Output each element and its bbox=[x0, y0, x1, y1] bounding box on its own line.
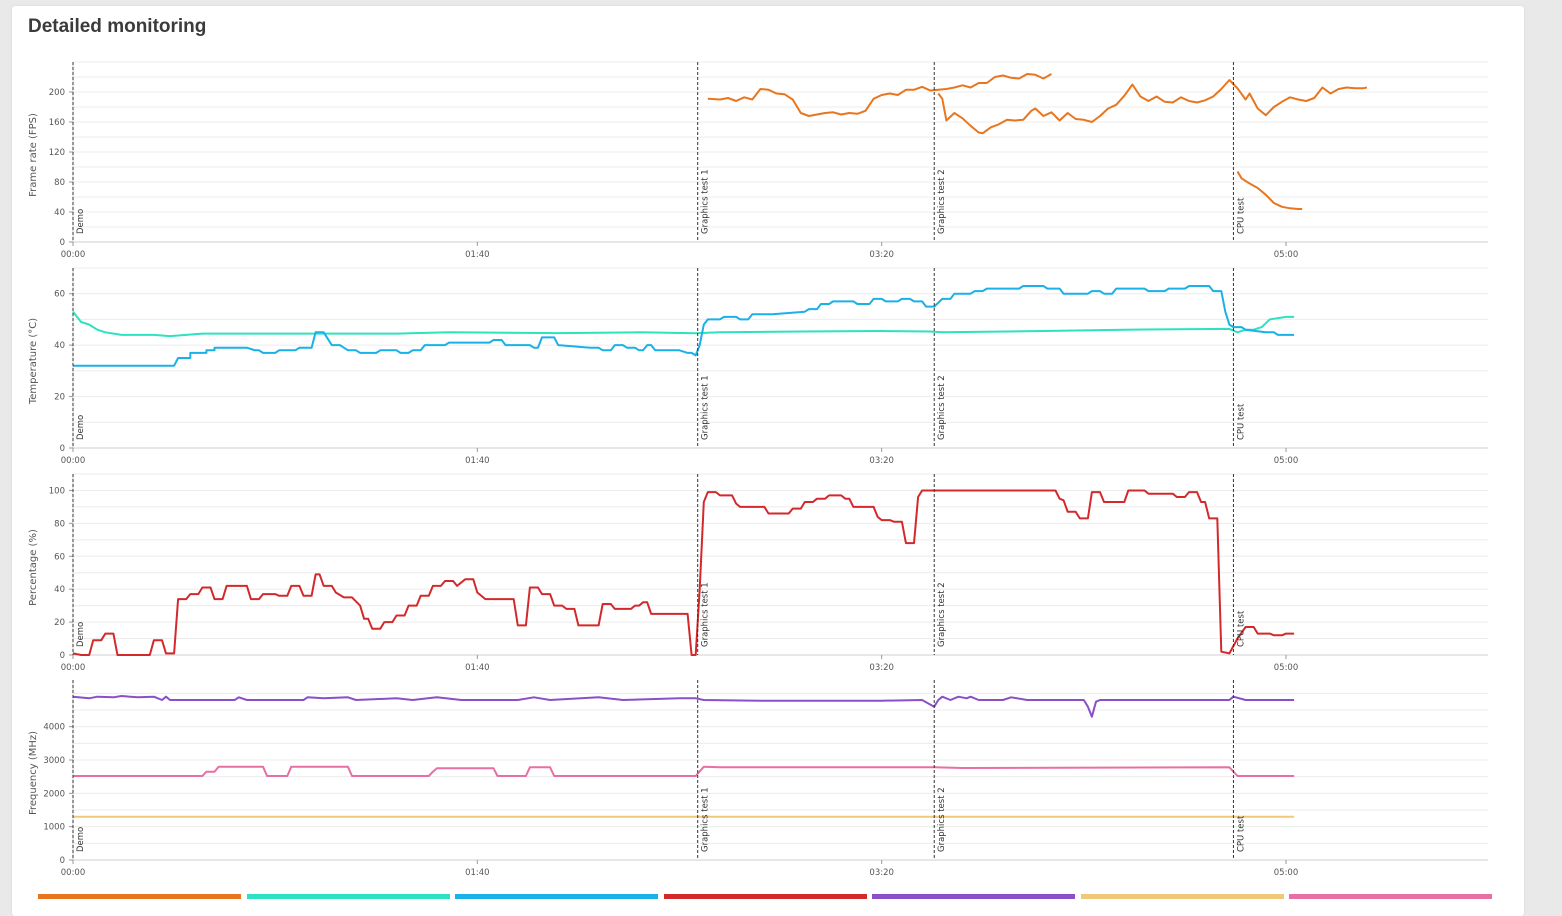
y-tick-label: 4000 bbox=[43, 723, 65, 733]
legend bbox=[0, 894, 1562, 904]
event-marker-label: Demo bbox=[76, 415, 86, 440]
y-tick-label: 0 bbox=[60, 856, 65, 866]
series-line-fps bbox=[1236, 170, 1303, 210]
x-tick-label: 01:40 bbox=[465, 456, 490, 466]
event-marker-label: CPU test bbox=[1236, 610, 1246, 647]
series-line-gpu_load bbox=[72, 489, 1295, 656]
y-tick-label: 160 bbox=[49, 118, 65, 128]
event-marker-label: Demo bbox=[76, 209, 86, 234]
x-tick-label: 03:20 bbox=[869, 663, 894, 673]
series-line-fps bbox=[707, 73, 1052, 117]
y-tick-label: 100 bbox=[49, 486, 65, 496]
y-tick-label: 60 bbox=[54, 290, 65, 300]
x-tick-label: 00:00 bbox=[61, 663, 86, 673]
x-tick-label: 03:20 bbox=[869, 456, 894, 466]
event-marker-label: Graphics test 2 bbox=[937, 582, 947, 647]
y-tick-label: 0 bbox=[60, 651, 65, 661]
x-tick-label: 03:20 bbox=[869, 868, 894, 878]
event-marker-label: CPU test bbox=[1236, 403, 1246, 440]
event-marker-label: Graphics test 1 bbox=[701, 169, 711, 234]
chart-panel-4: 0 1000 2000 3000 4000 00:00 01:40 03:20 05:00 Fre… bbox=[28, 680, 1488, 878]
y-tick-label: 1000 bbox=[43, 823, 65, 833]
x-tick-label: 05:00 bbox=[1274, 868, 1299, 878]
legend-bar-fps[interactable] bbox=[38, 894, 241, 899]
event-marker-label: Graphics test 1 bbox=[701, 375, 711, 440]
legend-bar-cpu_temp[interactable] bbox=[246, 894, 450, 899]
x-tick-label: 03:20 bbox=[869, 250, 894, 260]
y-tick-label: 200 bbox=[49, 88, 65, 98]
series-line-cpu_clock bbox=[72, 695, 1295, 718]
chart-panel-2: 0 20 40 60 00:00 01:40 03:20 05:00 Temperature (… bbox=[28, 267, 1488, 466]
series-line-gpu_clock bbox=[73, 765, 1295, 777]
y-tick-label: 2000 bbox=[43, 789, 65, 799]
y-tick-label: 0 bbox=[60, 238, 65, 248]
y-axis-label: Frame rate (FPS) bbox=[28, 113, 39, 197]
y-tick-label: 120 bbox=[49, 148, 65, 158]
monitoring-card: Detailed monitoring bbox=[12, 6, 1524, 916]
y-tick-label: 60 bbox=[54, 552, 65, 562]
y-tick-label: 0 bbox=[60, 444, 65, 454]
x-tick-label: 01:40 bbox=[465, 663, 490, 673]
legend-bar-cpu_clock[interactable] bbox=[872, 894, 1075, 899]
event-marker-label: Graphics test 1 bbox=[701, 787, 711, 852]
legend-bar-memory_clock[interactable] bbox=[1080, 894, 1284, 899]
y-axis-label: Temperature (°C) bbox=[28, 318, 39, 405]
x-tick-label: 00:00 bbox=[61, 456, 86, 466]
event-marker-label: Graphics test 1 bbox=[701, 582, 711, 647]
series-line-gpu_temp bbox=[73, 285, 1295, 367]
event-marker-label: Demo bbox=[76, 827, 86, 852]
y-tick-label: 40 bbox=[54, 341, 65, 351]
y-tick-label: 80 bbox=[54, 178, 65, 188]
chart-panel-3: 0 20 40 60 80 100 00:00 01:40 03:20 05:00 Percenta… bbox=[28, 473, 1488, 673]
x-tick-label: 01:40 bbox=[465, 868, 490, 878]
legend-bar-gpu_temp[interactable] bbox=[455, 894, 658, 899]
x-tick-label: 05:00 bbox=[1274, 250, 1299, 260]
y-tick-label: 20 bbox=[54, 618, 65, 628]
x-tick-label: 05:00 bbox=[1274, 456, 1299, 466]
event-marker-label: CPU test bbox=[1236, 815, 1246, 852]
y-axis-label: Frequency (MHz) bbox=[28, 731, 39, 815]
x-tick-label: 00:00 bbox=[61, 868, 86, 878]
x-tick-label: 00:00 bbox=[61, 250, 86, 260]
chart-panel-1: 0 40 80 120 160 200 00:00 01:40 03:20 05:00 Frame … bbox=[28, 61, 1488, 260]
legend-bar-gpu_clock[interactable] bbox=[1289, 894, 1492, 899]
event-marker-label: Graphics test 2 bbox=[937, 169, 947, 234]
y-tick-label: 40 bbox=[54, 208, 65, 218]
y-tick-label: 20 bbox=[54, 393, 65, 403]
y-tick-label: 3000 bbox=[43, 756, 65, 766]
page-title: Detailed monitoring bbox=[28, 16, 207, 37]
y-axis-label: Percentage (%) bbox=[28, 529, 39, 606]
event-marker-label: Demo bbox=[76, 622, 86, 647]
event-marker-label: Graphics test 2 bbox=[937, 787, 947, 852]
y-tick-label: 80 bbox=[54, 519, 65, 529]
x-tick-label: 05:00 bbox=[1274, 663, 1299, 673]
event-marker-label: CPU test bbox=[1236, 197, 1246, 234]
legend-bar-gpu_load[interactable] bbox=[663, 894, 867, 899]
series-line-cpu_temp bbox=[72, 311, 1295, 338]
y-tick-label: 40 bbox=[54, 585, 65, 595]
series-line-fps bbox=[937, 79, 1368, 135]
event-marker-label: Graphics test 2 bbox=[937, 375, 947, 440]
x-tick-label: 01:40 bbox=[465, 250, 490, 260]
